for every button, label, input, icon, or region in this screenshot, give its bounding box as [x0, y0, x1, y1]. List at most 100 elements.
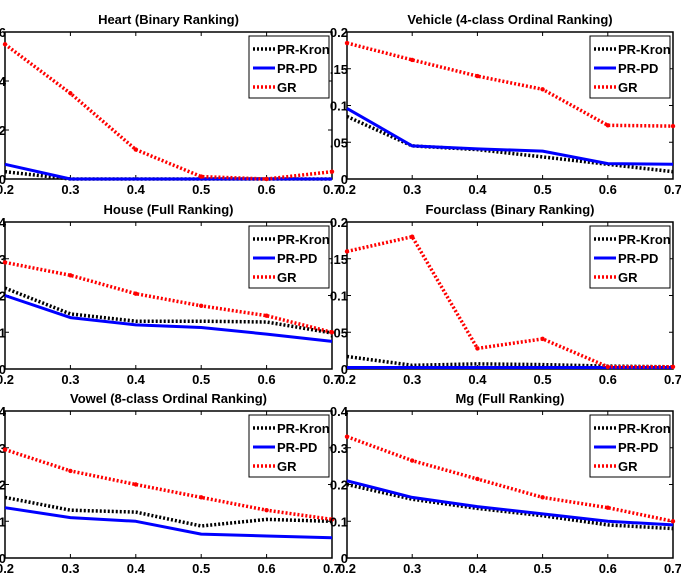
legend: PR-Kron PR-PD GR	[589, 225, 671, 289]
gr-point	[133, 291, 138, 296]
gr-point	[68, 273, 73, 278]
legend-label: PR-Kron	[618, 232, 671, 247]
gr-point	[2, 260, 8, 265]
x-tick-label: 0.2	[0, 561, 14, 576]
legend-label: PR-PD	[618, 440, 658, 455]
gr-point	[605, 505, 610, 510]
x-tick-label: 0.2	[338, 561, 356, 576]
x-tick-label: 0.4	[468, 182, 487, 197]
x-tick-label: 0.4	[127, 561, 146, 576]
y-tick-label: 0.4	[0, 215, 7, 230]
chart-title: Heart (Binary Ranking)	[98, 12, 239, 27]
y-tick-label: .15	[330, 62, 348, 77]
gr-point	[540, 87, 545, 92]
y-tick-label: .06	[0, 25, 6, 40]
x-tick-label: 0.3	[61, 561, 79, 576]
legend-label: PR-Kron	[277, 42, 330, 57]
gr-point	[605, 123, 610, 128]
gr-point	[264, 508, 269, 513]
series-line-pr-pd	[4, 162, 332, 181]
series-line-pr-pd	[4, 294, 333, 343]
y-tick-label: 0	[341, 172, 348, 187]
x-tick-label: 0.5	[192, 372, 210, 387]
x-tick-label: 0.6	[258, 372, 276, 387]
x-tick-label: 0.6	[258, 182, 276, 197]
legend-label: GR	[277, 80, 297, 95]
y-tick-label: 0.1	[330, 514, 348, 529]
gr-point	[344, 249, 350, 254]
gr-point	[670, 519, 676, 524]
chart-panel-2: Vehicle (4-class Ordinal Ranking) 0.2 0.3 0…	[330, 12, 681, 197]
gr-point	[133, 147, 138, 152]
x-tick-label: 0.2	[0, 372, 14, 387]
x-tick-label: 0.3	[403, 561, 421, 576]
legend-label: GR	[618, 459, 638, 474]
y-tick-label: 0.2	[0, 478, 6, 493]
gr-point	[344, 40, 350, 46]
legend: PR-Kron PR-PD GR	[248, 414, 330, 478]
legend-label: PR-PD	[618, 251, 658, 266]
gr-point	[410, 57, 415, 63]
legend-label: PR-PD	[618, 61, 658, 76]
series-line-pr-kron	[346, 114, 674, 174]
gr-point	[410, 234, 415, 239]
x-tick-label: 0.5	[192, 561, 210, 576]
gr-point	[344, 434, 350, 439]
y-tick-label: 0.3	[330, 441, 348, 456]
series-line-gr	[346, 234, 673, 369]
series-line-gr	[4, 447, 333, 522]
y-tick-label: 0.4	[330, 404, 349, 419]
y-tick-label: .15	[330, 252, 348, 267]
legend-label: GR	[277, 270, 297, 285]
gr-point	[133, 482, 138, 487]
x-tick-label: 0.6	[258, 561, 276, 576]
gr-point	[670, 123, 676, 129]
gr-point	[670, 364, 676, 369]
series-line-gr	[346, 435, 674, 524]
gr-point	[2, 447, 8, 452]
y-tick-label: 0.1	[0, 514, 6, 529]
x-tick-label: 0.7	[323, 561, 341, 576]
y-tick-label: 0.2	[330, 215, 348, 230]
y-tick-label: 0	[0, 172, 6, 187]
chart-panel-6: Mg (Full Ranking) 0.2 0.3 0.4 0.5 0.6 0.7 0 0.1 0…	[330, 391, 681, 576]
chart-panel-5: Vowel (8-class Ordinal Ranking) 0.2 0.3 0.4…	[0, 391, 341, 576]
chart-panel-4: Fourclass (Binary Ranking) 0.2 0.3 0.4 0.5 0.…	[330, 202, 681, 387]
gr-point	[540, 495, 545, 500]
x-tick-label: 0.5	[534, 182, 552, 197]
series-line-pr-kron	[4, 286, 333, 335]
x-tick-label: 0.7	[323, 372, 341, 387]
gr-point	[264, 176, 269, 182]
legend: PR-Kron PR-PD GR	[248, 35, 330, 99]
gr-point	[199, 174, 204, 179]
gr-point	[68, 91, 73, 96]
y-tick-label: 0	[0, 362, 6, 377]
x-tick-label: 0.3	[403, 372, 421, 387]
x-tick-label: 0.5	[534, 561, 552, 576]
y-tick-label: 0	[341, 362, 348, 377]
y-tick-label: 0.2	[330, 25, 348, 40]
legend-label: GR	[618, 80, 638, 95]
gr-point	[475, 346, 480, 351]
y-tick-label: 0.2	[0, 289, 6, 304]
y-tick-label: .02	[0, 123, 6, 138]
y-tick-label: 0.3	[0, 441, 6, 456]
legend-label: PR-PD	[277, 251, 317, 266]
x-tick-label: 0.4	[468, 372, 487, 387]
x-tick-label: 0.7	[664, 372, 681, 387]
gr-point	[2, 42, 8, 47]
series-line-pr-kron	[4, 495, 333, 528]
series-line-pr-pd	[346, 479, 674, 527]
x-tick-label: 0.7	[664, 561, 681, 576]
gr-point	[199, 495, 204, 500]
gr-point	[329, 330, 335, 335]
y-tick-label: 0.1	[330, 99, 348, 114]
x-tick-label: 0.3	[61, 372, 79, 387]
x-tick-label: 0.6	[599, 372, 617, 387]
gr-point	[329, 169, 335, 174]
x-tick-label: 0.6	[599, 182, 617, 197]
y-tick-label: 0.2	[330, 478, 348, 493]
legend-label: GR	[618, 270, 638, 285]
gr-point	[475, 73, 480, 79]
